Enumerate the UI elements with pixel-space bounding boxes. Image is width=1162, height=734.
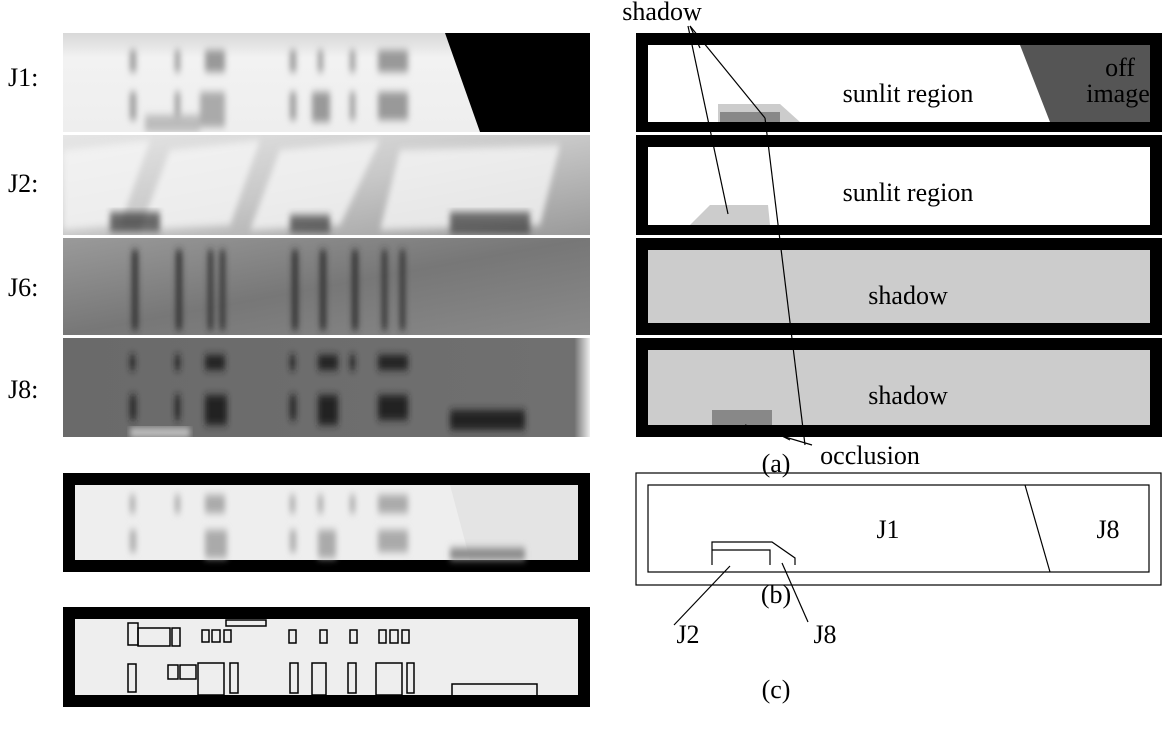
subfigure-label: (b) xyxy=(761,580,791,609)
image-j6 xyxy=(63,238,590,335)
panel-label: shadow xyxy=(868,381,948,410)
image-c xyxy=(63,607,590,707)
panel-label: off xyxy=(1105,53,1135,82)
subfigure-label: (c) xyxy=(762,675,791,704)
row-label: J1: xyxy=(8,63,38,92)
row-label: J8: xyxy=(8,375,38,404)
panel-label: sunlit region xyxy=(843,79,974,108)
layout-label: J8 xyxy=(1096,515,1119,544)
annotation: occlusion xyxy=(820,441,920,470)
panel-label: image xyxy=(1086,79,1150,108)
row-label: J6: xyxy=(8,273,38,302)
layout-label: J1 xyxy=(876,515,899,544)
image-b xyxy=(63,473,590,572)
layout-label: J8 xyxy=(813,620,836,649)
row-label: J2: xyxy=(8,169,38,198)
panel-label: sunlit region xyxy=(843,178,974,207)
figure: J1: J2: J6: J8: xyxy=(0,0,1162,734)
layout-diagram xyxy=(636,473,1161,625)
panel-j1: sunlit region off image xyxy=(636,33,1162,132)
annotation: shadow xyxy=(622,0,702,26)
panel-label: shadow xyxy=(868,281,948,310)
image-j1 xyxy=(63,33,590,132)
image-j8 xyxy=(63,338,590,437)
subfigure-label: (a) xyxy=(762,449,791,478)
image-j2 xyxy=(63,135,590,235)
panel-j6: shadow xyxy=(636,238,1162,335)
panel-j8: shadow xyxy=(636,338,1162,437)
layout-label: J2 xyxy=(676,620,699,649)
